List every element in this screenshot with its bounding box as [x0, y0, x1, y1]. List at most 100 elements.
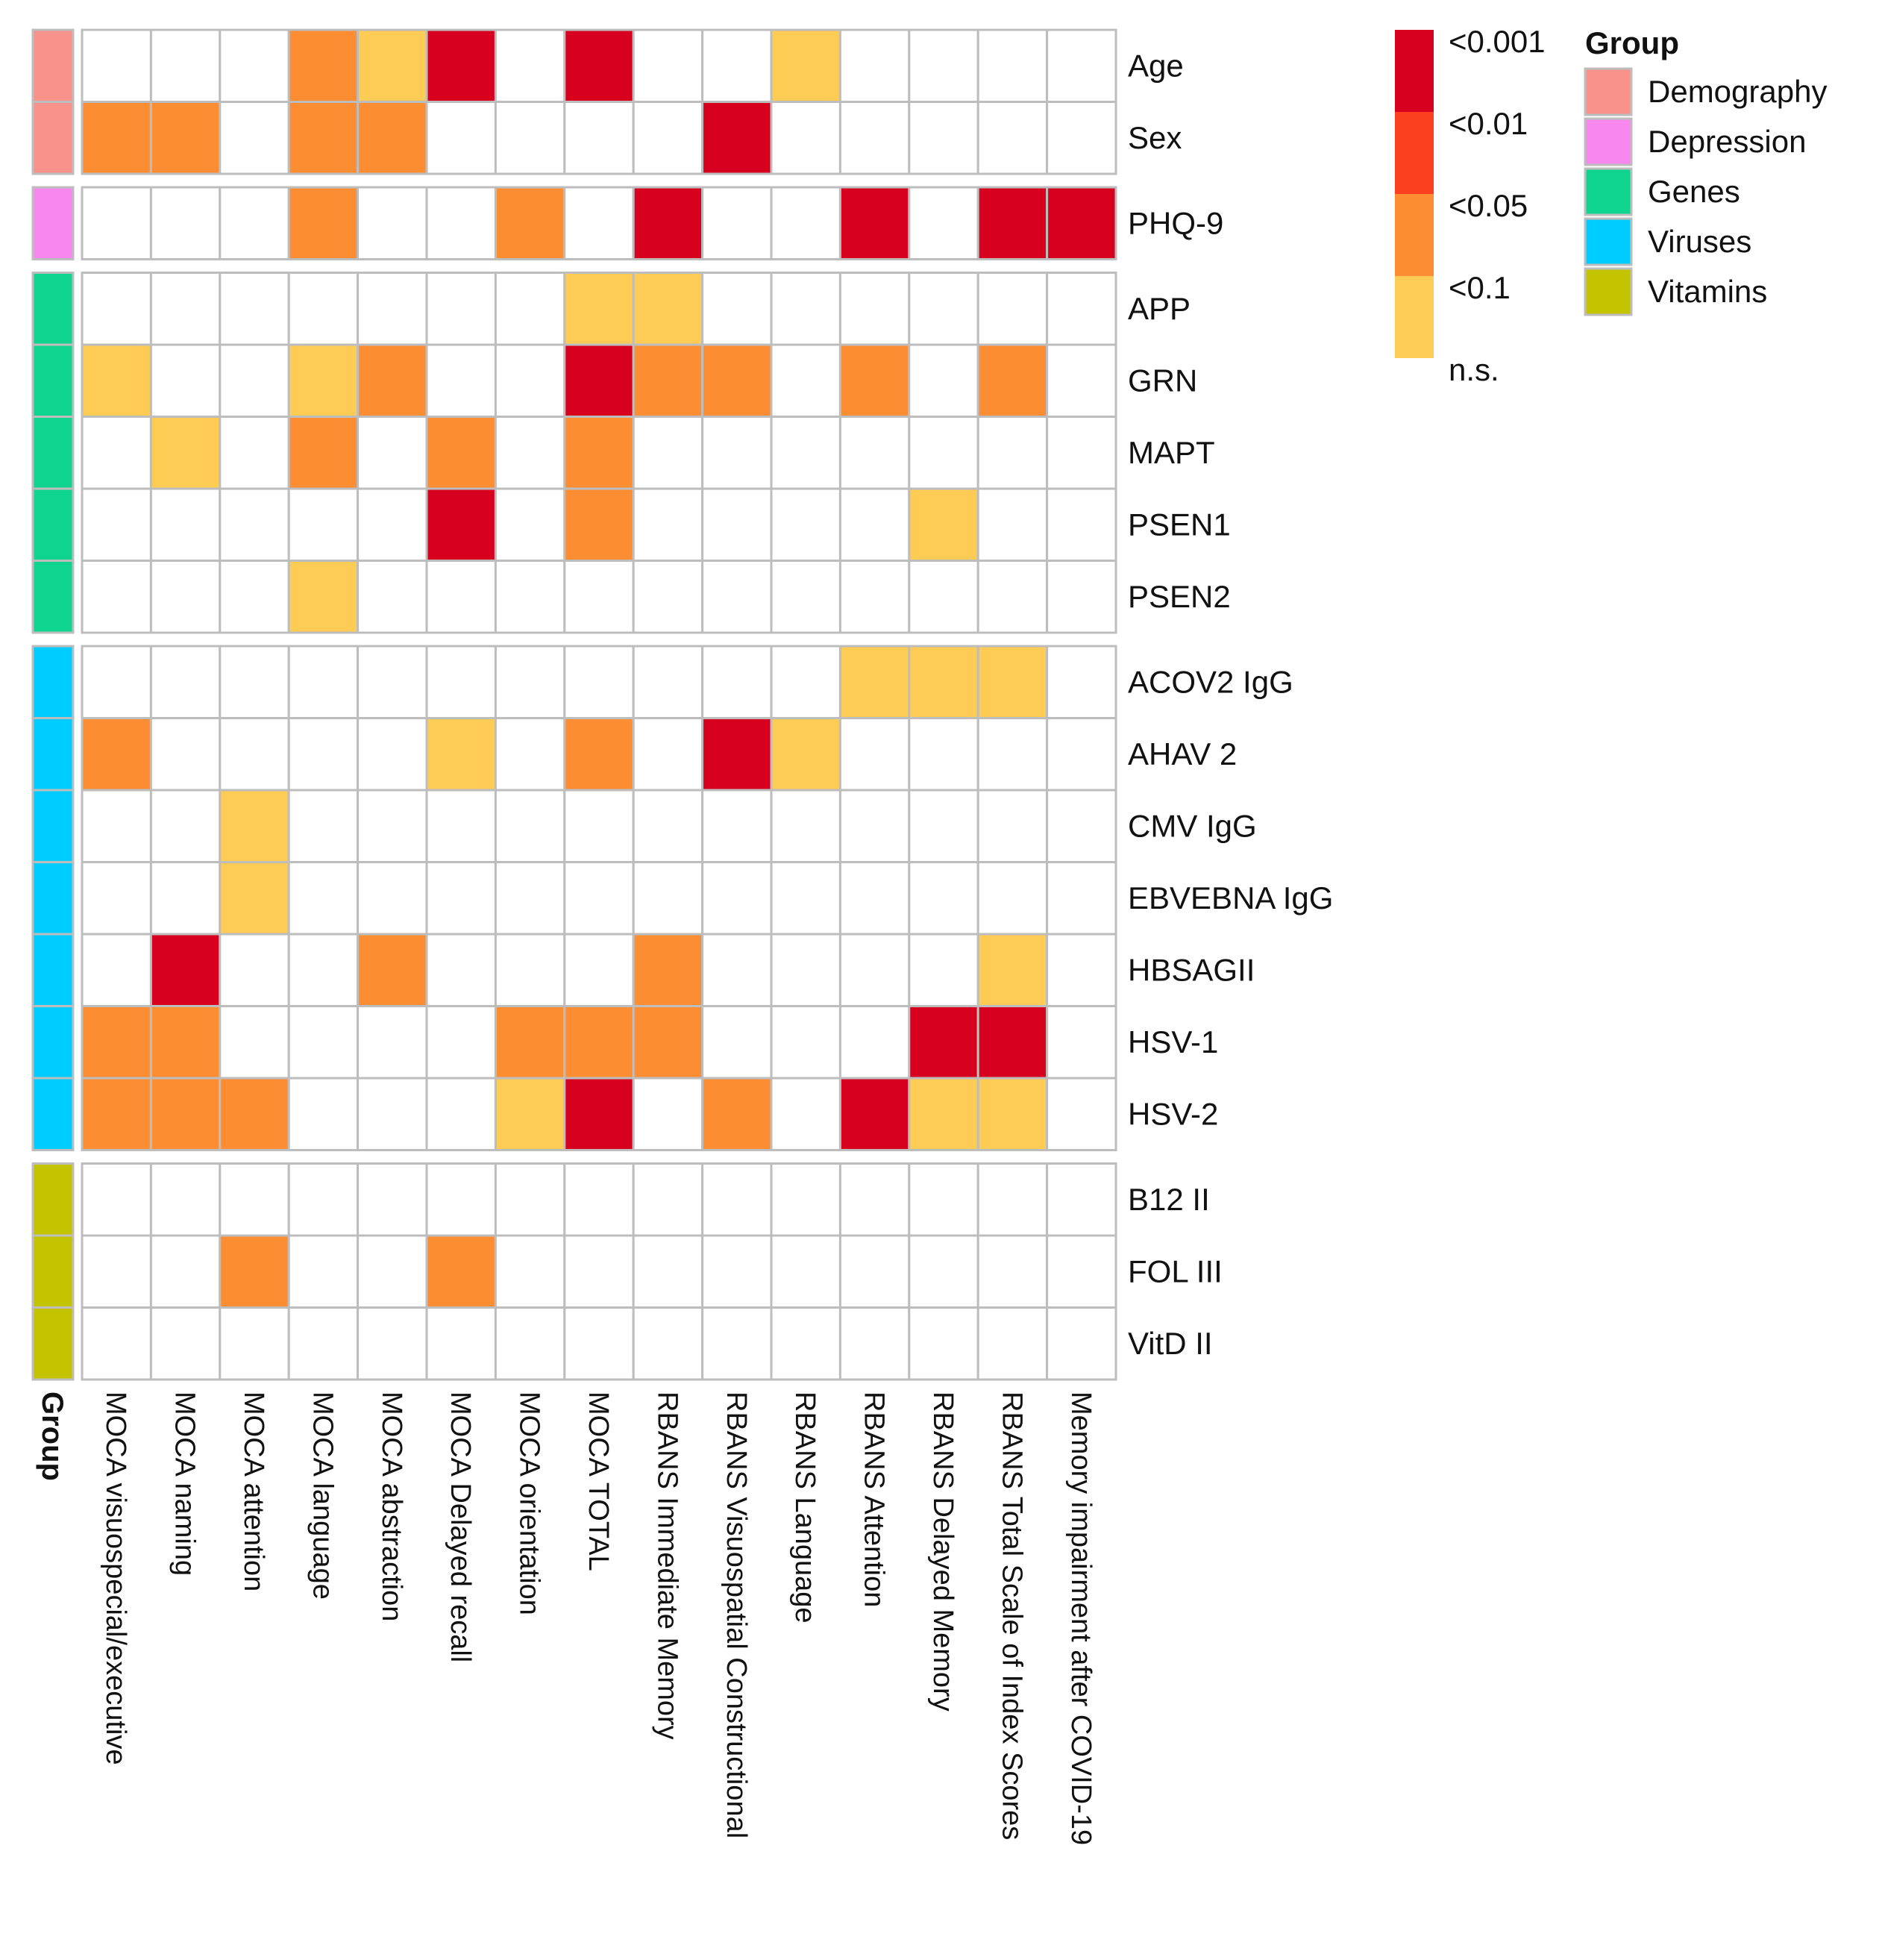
heatmap-cell [976, 1306, 1049, 1381]
row-label-fol-iii: FOL III [1128, 1253, 1223, 1289]
heatmap-cell [563, 186, 635, 260]
heatmap-cell [81, 343, 152, 418]
heatmap-cell [494, 416, 566, 490]
column-label-moca-delayed-recall: MOCA Delayed recall [445, 1391, 476, 1662]
heatmap-cell [976, 645, 1049, 719]
group-legend-swatch-demography [1584, 67, 1633, 116]
heatmap-cell [701, 861, 773, 936]
heatmap-cell [838, 933, 911, 1007]
heatmap-cell [149, 28, 222, 103]
heatmap-cell [1046, 1306, 1117, 1381]
column-label-moca-total: MOCA TOTAL [583, 1391, 614, 1571]
heatmap-cell [81, 487, 152, 562]
heatmap-cell [1046, 186, 1117, 260]
heatmap-cell [770, 1162, 841, 1237]
heatmap-cell [149, 101, 222, 175]
heatmap-cell [563, 101, 635, 175]
heatmap-cell [632, 1306, 704, 1381]
heatmap-cell [770, 861, 841, 936]
heatmap-cell [838, 101, 911, 175]
column-label-rbans-language: RBANS Language [789, 1391, 821, 1624]
heatmap-cell [287, 416, 360, 490]
heatmap-cell [425, 1005, 497, 1080]
heatmap-cell [287, 1162, 360, 1237]
heatmap-cell [701, 416, 773, 490]
heatmap-cell [287, 560, 360, 634]
heatmap-cell [838, 1162, 911, 1237]
heatmap-cell [149, 1005, 222, 1080]
heatmap-cell [1046, 861, 1117, 936]
heatmap-cell [219, 1306, 290, 1381]
group-strip-genes [31, 343, 75, 418]
heatmap-cell [149, 1162, 222, 1237]
significance-legend-label-lt-0-01: <0.01 [1449, 106, 1528, 141]
column-label-rbans-delayed-memory: RBANS Delayed Memory [927, 1391, 959, 1712]
column-label-moca-language: MOCA language [307, 1391, 338, 1600]
group-strip-viruses [31, 933, 75, 1007]
heatmap-cell [701, 186, 773, 260]
heatmap-cell [1046, 645, 1117, 719]
heatmap-cell [149, 416, 222, 490]
heatmap-cell [149, 645, 222, 719]
heatmap-cell [563, 487, 635, 562]
row-label-ebvebna-igg: EBVEBNA IgG [1128, 880, 1333, 915]
heatmap-cell [770, 645, 841, 719]
heatmap-cell [770, 1306, 841, 1381]
heatmap-cell [838, 28, 911, 103]
heatmap-cell [357, 487, 428, 562]
heatmap-cell [357, 416, 428, 490]
heatmap-cell [838, 416, 911, 490]
heatmap-cell [1046, 1005, 1117, 1080]
row-label-hbsagii: HBSAGII [1128, 952, 1255, 987]
group-strip-genes [31, 272, 75, 346]
heatmap-cell [1046, 789, 1117, 863]
group-strip-viruses [31, 1005, 75, 1080]
heatmap-cell [494, 1077, 566, 1151]
heatmap-cell [908, 1077, 979, 1151]
heatmap-cell [287, 101, 360, 175]
column-label-moca-visuospecial-executive: MOCA visuospecial/executive [100, 1391, 131, 1765]
heatmap-cell [908, 1234, 979, 1309]
heatmap-cell [149, 717, 222, 792]
group-strip-viruses [31, 789, 75, 863]
heatmap-cell [976, 861, 1049, 936]
group-legend-label-depression: Depression [1648, 124, 1806, 159]
heatmap-cell [908, 1306, 979, 1381]
heatmap-cell [632, 1077, 704, 1151]
heatmap-cell [494, 717, 566, 792]
column-label-moca-orientation: MOCA orientation [514, 1391, 545, 1615]
group-strip-vitamins [31, 1306, 75, 1381]
group-legend-label-demography: Demography [1648, 74, 1827, 109]
heatmap-cell [563, 1005, 635, 1080]
heatmap-cell [81, 1005, 152, 1080]
heatmap-cell [632, 272, 704, 346]
heatmap-cell [563, 717, 635, 792]
heatmap-cell [494, 101, 566, 175]
column-label-moca-attention: MOCA attention [238, 1391, 269, 1591]
heatmap-cell [219, 560, 290, 634]
heatmap-cell [149, 343, 222, 418]
heatmap-cell [838, 343, 911, 418]
heatmap-cell [1046, 1077, 1117, 1151]
group-strip-viruses [31, 717, 75, 792]
heatmap-cell [357, 861, 428, 936]
row-label-vitd-ii: VitD II [1128, 1326, 1213, 1361]
heatmap-cell [838, 861, 911, 936]
heatmap-cell [838, 560, 911, 634]
heatmap-cell [149, 1234, 222, 1309]
heatmap-cell [632, 186, 704, 260]
heatmap-cell [81, 1234, 152, 1309]
heatmap-cell [425, 272, 497, 346]
row-label-psen2: PSEN2 [1128, 579, 1231, 614]
heatmap-cell [425, 28, 497, 103]
heatmap-cell [701, 1077, 773, 1151]
heatmap-cell [563, 861, 635, 936]
heatmap-cell [287, 343, 360, 418]
heatmap-cell [81, 416, 152, 490]
heatmap-cell [632, 933, 704, 1007]
heatmap-cell [425, 186, 497, 260]
heatmap-cell [701, 1234, 773, 1309]
heatmap-cell [838, 1234, 911, 1309]
row-label-grn: GRN [1128, 363, 1197, 398]
heatmap-cell [908, 645, 979, 719]
